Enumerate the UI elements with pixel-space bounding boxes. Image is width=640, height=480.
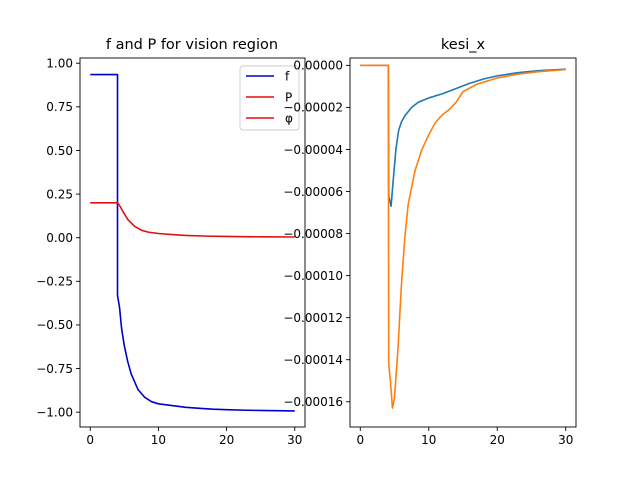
y-tick-label: −0.00014	[283, 353, 343, 367]
y-tick-label: −0.00006	[283, 185, 343, 199]
y-tick-label: −0.00004	[283, 143, 343, 157]
y-tick-label: −1.00	[36, 405, 73, 419]
x-tick-label: 20	[490, 433, 505, 447]
chart-title-kesi-x: kesi_x	[441, 37, 486, 53]
axes-frame	[349, 57, 577, 428]
legend-box	[239, 65, 300, 131]
legend-label: P	[285, 91, 292, 105]
y-tick-label: 0.25	[46, 187, 73, 201]
x-tick-label: 20	[219, 433, 234, 447]
y-tick-label: −0.25	[36, 275, 73, 289]
series-line-0-1	[90, 202, 295, 238]
x-tick-label: 30	[287, 433, 302, 447]
x-tick-label: 0	[86, 433, 94, 447]
y-tick-label: 0.50	[46, 144, 73, 158]
series-line-0-0	[90, 73, 295, 412]
y-tick-label: 0.75	[46, 100, 73, 114]
x-tick-label: 10	[421, 433, 436, 447]
chart-f-and-p: f and P for vision region 0 10 20 30 1.00 0.7…	[36, 37, 306, 447]
x-tick-label: 30	[558, 433, 573, 447]
y-tick-label: −0.75	[36, 362, 73, 376]
axes-frame	[79, 57, 306, 428]
y-tick-label: −0.00008	[283, 227, 343, 241]
legend-label: f	[285, 70, 290, 84]
x-tick-label: 0	[356, 433, 364, 447]
x-tick-label: 10	[151, 433, 166, 447]
series-line-1-0	[360, 64, 566, 208]
y-tick-label: 1.00	[46, 57, 73, 71]
y-tick-label: −0.00016	[283, 395, 343, 409]
y-tick-label: 0.00000	[293, 59, 343, 73]
y-tick-label: −0.50	[36, 318, 73, 332]
y-tick-label: −0.00010	[283, 269, 343, 283]
chart-title-f-and-p: f and P for vision region	[106, 37, 278, 53]
series-line-1-1	[360, 64, 566, 409]
chart-kesi-x: kesi_x 0 10 20 30 0.00000 −0.00002 −0.00004 −0.…	[283, 37, 577, 447]
y-tick-label: −0.00012	[283, 311, 343, 325]
y-tick-label: −0.00002	[283, 101, 343, 115]
y-tick-label: 0.00	[46, 231, 73, 245]
legend-label: φ	[285, 112, 293, 126]
